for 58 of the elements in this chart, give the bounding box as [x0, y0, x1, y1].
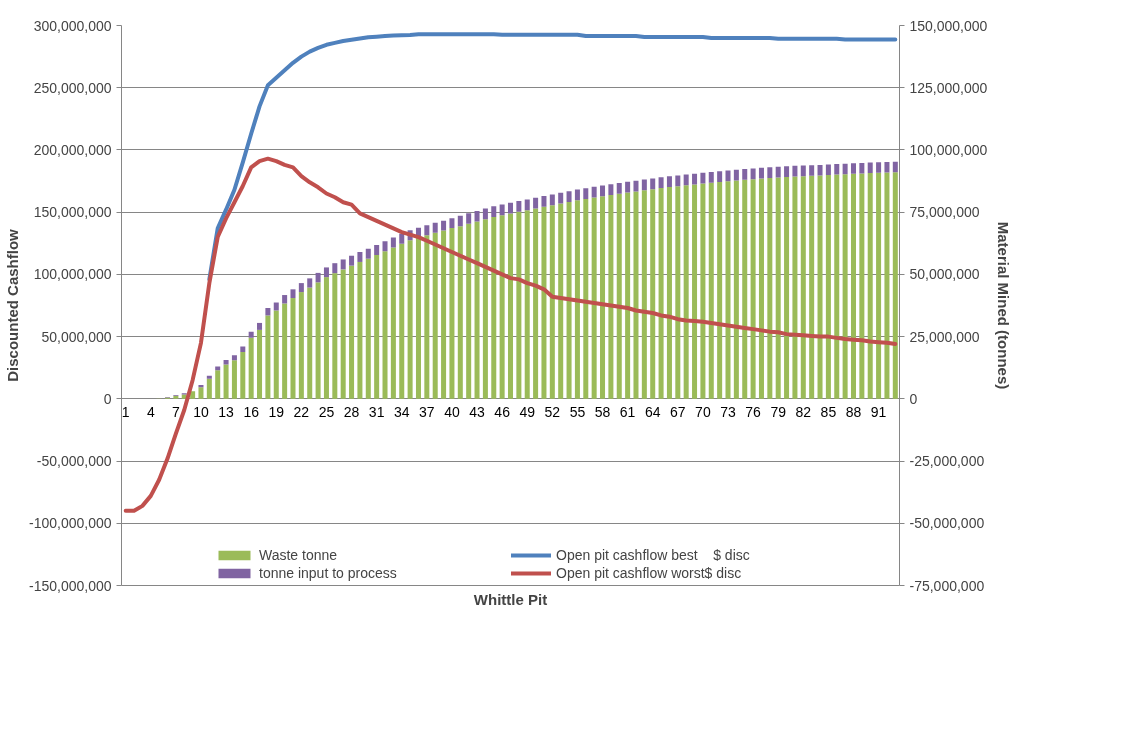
x-tick-label: 67 — [670, 403, 686, 420]
y2-tick-label: 125,000,000 — [909, 79, 988, 96]
x-tick-label: 37 — [419, 403, 435, 420]
x-tick-label: 4 — [146, 403, 155, 420]
x-tick-label: 7 — [171, 403, 180, 420]
legend-label: tonne input to process — [259, 565, 398, 581]
y2-tick-label: 25,000,000 — [909, 328, 980, 345]
y-tick-label: 250,000,000 — [33, 79, 112, 96]
y-tick-label: 300,000,000 — [33, 17, 112, 34]
y-tick-label: 100,000,000 — [33, 266, 112, 283]
x-tick-label: 13 — [218, 403, 235, 420]
x-tick-label: 79 — [770, 403, 787, 420]
x-tick-label: 91 — [870, 403, 887, 420]
x-tick-label: 22 — [293, 403, 310, 420]
y2-tick-label: -75,000,000 — [909, 577, 985, 594]
x-tick-label: 25 — [318, 403, 335, 420]
x-tick-label: 52 — [544, 403, 561, 420]
x-tick-label: 34 — [393, 403, 410, 420]
x-tick-label: 10 — [193, 403, 209, 420]
x-tick-label: 70 — [695, 403, 711, 420]
y-tick-label: 0 — [103, 390, 112, 407]
x-tick-label: 46 — [494, 403, 511, 420]
x-tick-label: 61 — [619, 403, 636, 420]
y-tick-label: -150,000,000 — [28, 577, 112, 594]
x-tick-label: 28 — [343, 403, 360, 420]
x-tick-label: 82 — [795, 403, 812, 420]
y2-tick-label: 75,000,000 — [909, 204, 980, 221]
x-tick-label: 64 — [644, 403, 661, 420]
x-tick-label: 55 — [569, 403, 586, 420]
x-tick-label: 88 — [845, 403, 862, 420]
y2-tick-label: 0 — [909, 390, 918, 407]
y-tick-label: 50,000,000 — [41, 328, 112, 345]
y2-tick-label: 100,000,000 — [909, 141, 988, 158]
y-tick-label: 150,000,000 — [33, 204, 112, 221]
y-tick-label: 200,000,000 — [33, 141, 112, 158]
x-axis-title: Whittle Pit — [473, 590, 548, 608]
y2-tick-label: 150,000,000 — [909, 17, 988, 34]
y-axis-title: Discounted Cashflow — [3, 228, 21, 382]
y-tick-label: -100,000,000 — [28, 515, 112, 532]
x-tick-label: 76 — [745, 403, 762, 420]
y2-tick-label: 50,000,000 — [909, 266, 980, 283]
y2-axis-title: Material Mined (tonnes) — [995, 221, 1013, 390]
y-tick-label: -50,000,000 — [36, 453, 112, 470]
legend-label: Open pit cashflow best $ disc — [556, 547, 751, 563]
x-tick-label: 31 — [368, 403, 385, 420]
legend-label: Open pit cashflow worst$ disc — [556, 565, 743, 581]
y2-tick-label: -25,000,000 — [909, 453, 985, 470]
x-tick-label: 43 — [469, 403, 486, 420]
x-tick-label: 1 — [121, 403, 130, 420]
y2-tick-label: -50,000,000 — [909, 515, 985, 532]
x-tick-label: 40 — [444, 403, 460, 420]
x-tick-label: 16 — [243, 403, 260, 420]
x-tick-label: 19 — [268, 403, 285, 420]
x-tick-label: 49 — [519, 403, 536, 420]
x-tick-label: 73 — [720, 403, 737, 420]
x-tick-label: 58 — [594, 403, 611, 420]
legend-label: Waste tonne — [259, 547, 339, 563]
x-tick-label: 85 — [820, 403, 837, 420]
